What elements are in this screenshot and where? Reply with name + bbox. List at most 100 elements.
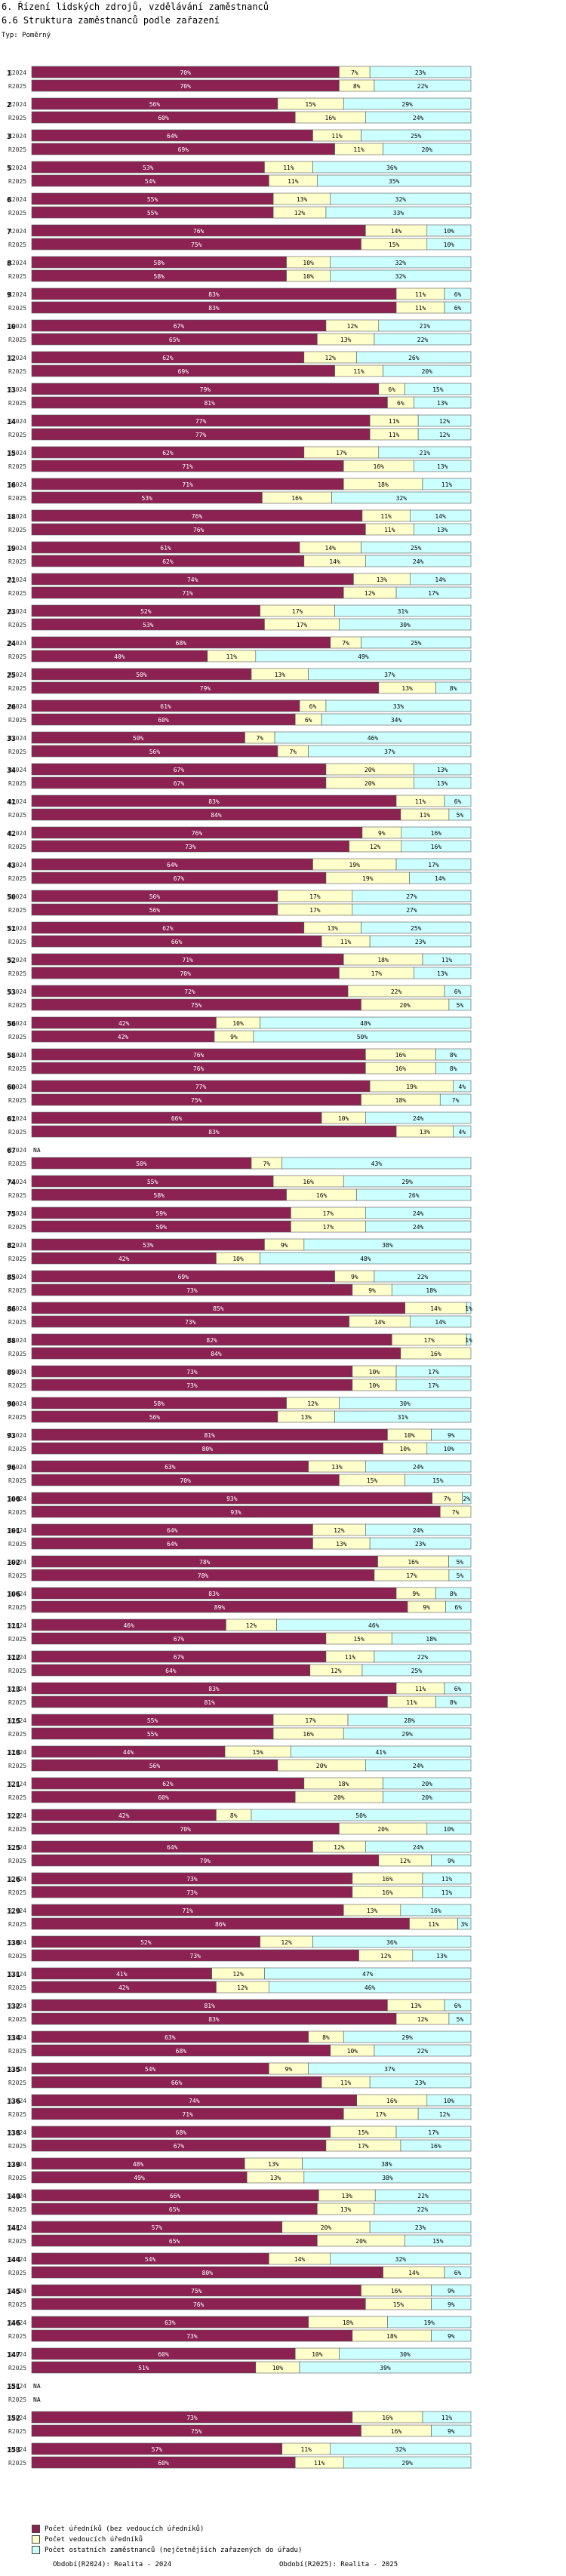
data-label: 9%: [423, 1604, 430, 1611]
data-label: 55%: [147, 210, 158, 217]
row-label: R2025: [8, 2238, 26, 2245]
bar-segment: [395, 1379, 472, 1391]
data-label: 11%: [389, 418, 400, 425]
data-label: 73%: [186, 1369, 198, 1376]
row-label: R2025: [8, 1509, 26, 1516]
legend-item-others: Počet ostatních zaměstnanců (nejčetnější…: [32, 2546, 302, 2554]
legend-swatch-managers: [32, 2535, 40, 2544]
data-label: 25%: [411, 1668, 423, 1674]
data-label: 27%: [406, 893, 417, 900]
bar-segment: [378, 319, 472, 332]
row-label: R2024: [8, 703, 26, 710]
row-label: R2025: [8, 1065, 26, 1072]
data-label: 18%: [395, 1097, 407, 1104]
data-label: 73%: [186, 1889, 198, 1896]
data-label: 11%: [441, 481, 453, 488]
data-label: 24%: [413, 1115, 424, 1122]
chart-subtitle: 6.6 Struktura zaměstnanců podle zařazení: [2, 15, 220, 26]
data-label: 74%: [187, 576, 198, 583]
row-label: R2025: [8, 2143, 26, 2150]
data-label: 19%: [423, 2319, 435, 2326]
data-label: 11%: [428, 1921, 439, 1928]
data-label: 20%: [422, 1781, 433, 1788]
data-label: 30%: [399, 1400, 411, 1407]
data-label: 12%: [334, 1844, 345, 1851]
bar-segment: [435, 681, 472, 694]
bar-segment: [422, 1886, 472, 1898]
group-label: 86: [7, 1305, 16, 1314]
legend-label-officials: Počet úředníků (bez vedoucích úředníků): [45, 2525, 205, 2533]
data-label: 55%: [147, 1717, 158, 1724]
row-label: R2024: [8, 862, 26, 868]
data-label: 33%: [393, 210, 405, 217]
data-label: 77%: [195, 1084, 207, 1090]
data-label: 24%: [413, 115, 424, 121]
data-label: 13%: [437, 767, 448, 773]
bar-segment: [448, 2012, 472, 2025]
data-label: 55%: [147, 1179, 158, 1185]
data-label: 69%: [178, 368, 189, 375]
group-label: 42: [7, 830, 16, 838]
row-label: R2024: [8, 2224, 26, 2231]
data-label: 9%: [230, 1034, 238, 1041]
data-label: 6%: [454, 305, 462, 312]
data-label: 53%: [143, 622, 154, 629]
data-label: 66%: [170, 2193, 181, 2199]
data-label: 11%: [406, 1699, 417, 1706]
data-label: 17%: [309, 893, 321, 900]
data-label: 11%: [331, 133, 343, 140]
data-label: 55%: [147, 196, 158, 203]
data-label: 50%: [133, 735, 144, 742]
data-label: 10%: [444, 241, 455, 248]
bar-segment: [369, 1537, 472, 1550]
data-label: 18%: [343, 2319, 354, 2326]
data-label: 14%: [435, 513, 446, 520]
bar-segment: [361, 921, 472, 934]
group-label: 138: [7, 2129, 20, 2138]
group-label: 2: [7, 101, 11, 109]
bar-segment: [400, 1904, 472, 1917]
data-label: 23%: [415, 1541, 426, 1548]
data-label: 11%: [441, 957, 453, 964]
bar-segment: [431, 2298, 472, 2310]
bar-segment: [255, 650, 472, 662]
data-label: 12%: [246, 1622, 257, 1629]
data-label: 60%: [158, 2460, 169, 2467]
data-label: 10%: [399, 1446, 411, 1452]
data-label: 13%: [275, 672, 286, 678]
data-label: 75%: [191, 2288, 202, 2295]
group-label: 1: [7, 69, 11, 78]
data-label: 8%: [322, 2034, 330, 2041]
row-label: R2024: [8, 2383, 26, 2390]
group-label: 10: [7, 323, 16, 331]
bar-segment: [448, 1569, 472, 1582]
bar-segment: [448, 998, 472, 1011]
data-label: 1%: [465, 1305, 472, 1312]
data-label: 61%: [160, 545, 171, 552]
row-label: R2024: [8, 545, 26, 552]
row-label: R2024: [8, 957, 26, 964]
bar-segment: [365, 1840, 472, 1853]
data-label: 16%: [430, 1907, 441, 1914]
data-label: 25%: [411, 925, 422, 932]
row-label: R2025: [8, 210, 26, 217]
data-label: 11%: [415, 305, 426, 312]
row-label: R2025: [8, 875, 26, 882]
row-label: R2024: [8, 1179, 26, 1185]
data-label: 17%: [428, 2129, 439, 2136]
row-label: R2024: [8, 576, 26, 583]
row-label: R2024: [8, 1274, 26, 1280]
bar-segment: [453, 1125, 472, 1138]
row-label: R2024: [8, 1812, 26, 1819]
bar-segment: [448, 1555, 472, 1568]
bar-segment: [308, 745, 472, 758]
data-label: 7%: [351, 69, 358, 76]
bar-segment: [435, 1587, 472, 1600]
data-label: 29%: [401, 2460, 413, 2467]
row-label: R2024: [8, 1432, 26, 1439]
data-label: 50%: [355, 1812, 367, 1819]
bar-segment: [356, 351, 472, 364]
row-label: R2025: [8, 2333, 26, 2340]
row-label: R2025: [8, 2016, 26, 2023]
data-label: 76%: [193, 228, 205, 235]
